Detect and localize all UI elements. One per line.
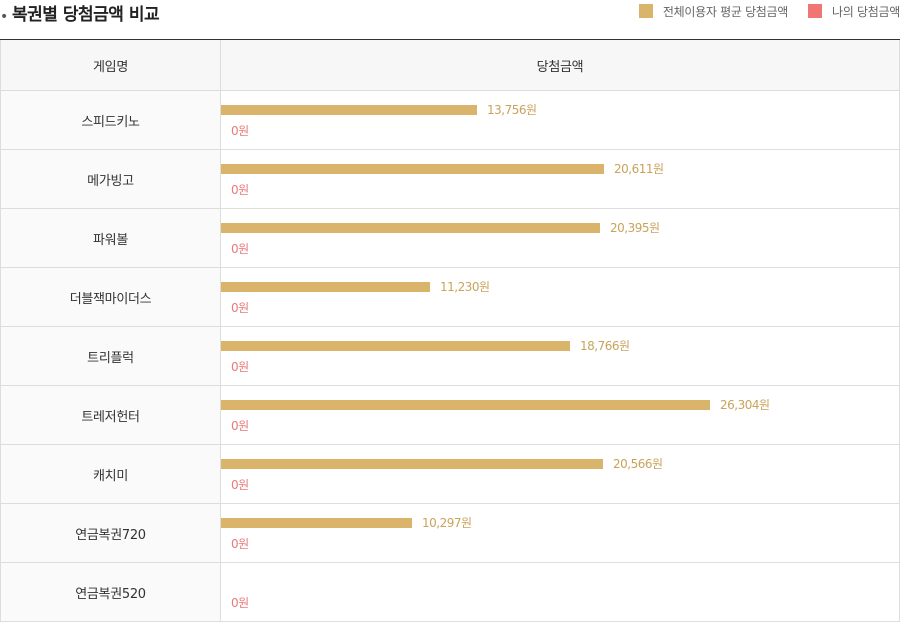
my-amount-label: 0원 <box>231 596 249 610</box>
table-row: 메가빙고 20,611원 0원 <box>0 150 900 209</box>
table-row: 연금복권520 0원 <box>0 563 900 622</box>
game-name: 연금복권520 <box>0 563 221 621</box>
amount-cell: 20,611원 0원 <box>221 150 900 208</box>
game-name: 캐치미 <box>0 445 221 503</box>
legend-label-mine: 나의 당첨금액 <box>832 4 900 19</box>
legend-swatch-avg <box>638 4 653 18</box>
game-name: 더블잭마이더스 <box>0 268 221 326</box>
table-row: 스피드키노 13,756원 0원 <box>0 91 900 150</box>
avg-amount-bar <box>221 223 600 233</box>
amount-cell: 10,297원 0원 <box>221 504 900 562</box>
table-row: 파워볼 20,395원 0원 <box>0 209 900 268</box>
table-row: 트레저헌터 26,304원 0원 <box>0 386 900 445</box>
avg-amount-label: 11,230원 <box>440 280 490 294</box>
avg-amount-label: 20,566원 <box>613 457 663 471</box>
table-row: 더블잭마이더스 11,230원 0원 <box>0 268 900 327</box>
column-header-game: 게임명 <box>0 40 221 90</box>
amount-cell: 13,756원 0원 <box>221 91 900 149</box>
my-amount-label: 0원 <box>231 360 249 374</box>
game-name: 트레저헌터 <box>0 386 221 444</box>
amount-cell: 26,304원 0원 <box>221 386 900 444</box>
table-row: 트리플럭 18,766원 0원 <box>0 327 900 386</box>
game-name: 트리플럭 <box>0 327 221 385</box>
avg-amount-label: 20,611원 <box>614 162 664 176</box>
table-header-row: 게임명 당첨금액 <box>0 40 900 91</box>
legend: 전체이용자 평균 당첨금액 나의 당첨금액 <box>638 2 900 20</box>
game-name: 스피드키노 <box>0 91 221 149</box>
my-amount-label: 0원 <box>231 183 249 197</box>
my-amount-label: 0원 <box>231 537 249 551</box>
my-amount-label: 0원 <box>231 419 249 433</box>
avg-amount-label: 10,297원 <box>422 516 472 530</box>
legend-item-mine: 나의 당첨금액 <box>808 3 900 20</box>
avg-amount-bar <box>221 459 603 469</box>
legend-swatch-mine <box>808 4 823 18</box>
avg-amount-label: 13,756원 <box>487 103 537 117</box>
amount-cell: 20,395원 0원 <box>221 209 900 267</box>
avg-amount-bar <box>221 400 710 410</box>
avg-amount-label: 26,304원 <box>720 398 770 412</box>
avg-amount-bar <box>221 341 570 351</box>
avg-amount-label: 20,395원 <box>610 221 660 235</box>
title-bullet-icon: • <box>0 9 9 25</box>
amount-cell: 11,230원 0원 <box>221 268 900 326</box>
table-row: 연금복권720 10,297원 0원 <box>0 504 900 563</box>
amount-cell: 0원 <box>221 563 900 621</box>
legend-item-avg: 전체이용자 평균 당첨금액 <box>638 3 789 20</box>
avg-amount-bar <box>221 282 430 292</box>
game-name: 연금복권720 <box>0 504 221 562</box>
game-name: 파워볼 <box>0 209 221 267</box>
avg-amount-bar <box>221 164 604 174</box>
column-header-amount: 당첨금액 <box>221 40 900 90</box>
my-amount-label: 0원 <box>231 478 249 492</box>
my-amount-label: 0원 <box>231 301 249 315</box>
game-name: 메가빙고 <box>0 150 221 208</box>
avg-amount-bar <box>221 518 412 528</box>
amount-cell: 20,566원 0원 <box>221 445 900 503</box>
my-amount-label: 0원 <box>231 242 249 256</box>
avg-amount-bar <box>221 105 477 115</box>
legend-label-avg: 전체이용자 평균 당첨금액 <box>662 4 789 19</box>
page-title: 복권별 당첨금액 비교 <box>12 5 160 25</box>
chart-header: • 복권별 당첨금액 비교 전체이용자 평균 당첨금액 나의 당첨금액 <box>0 0 900 40</box>
amount-cell: 18,766원 0원 <box>221 327 900 385</box>
table-row: 캐치미 20,566원 0원 <box>0 445 900 504</box>
comparison-table: 게임명 당첨금액 스피드키노 13,756원 0원 메가빙고 20,611원 0원 파워볼 2… <box>0 39 900 622</box>
avg-amount-label: 18,766원 <box>580 339 630 353</box>
my-amount-label: 0원 <box>231 124 249 138</box>
